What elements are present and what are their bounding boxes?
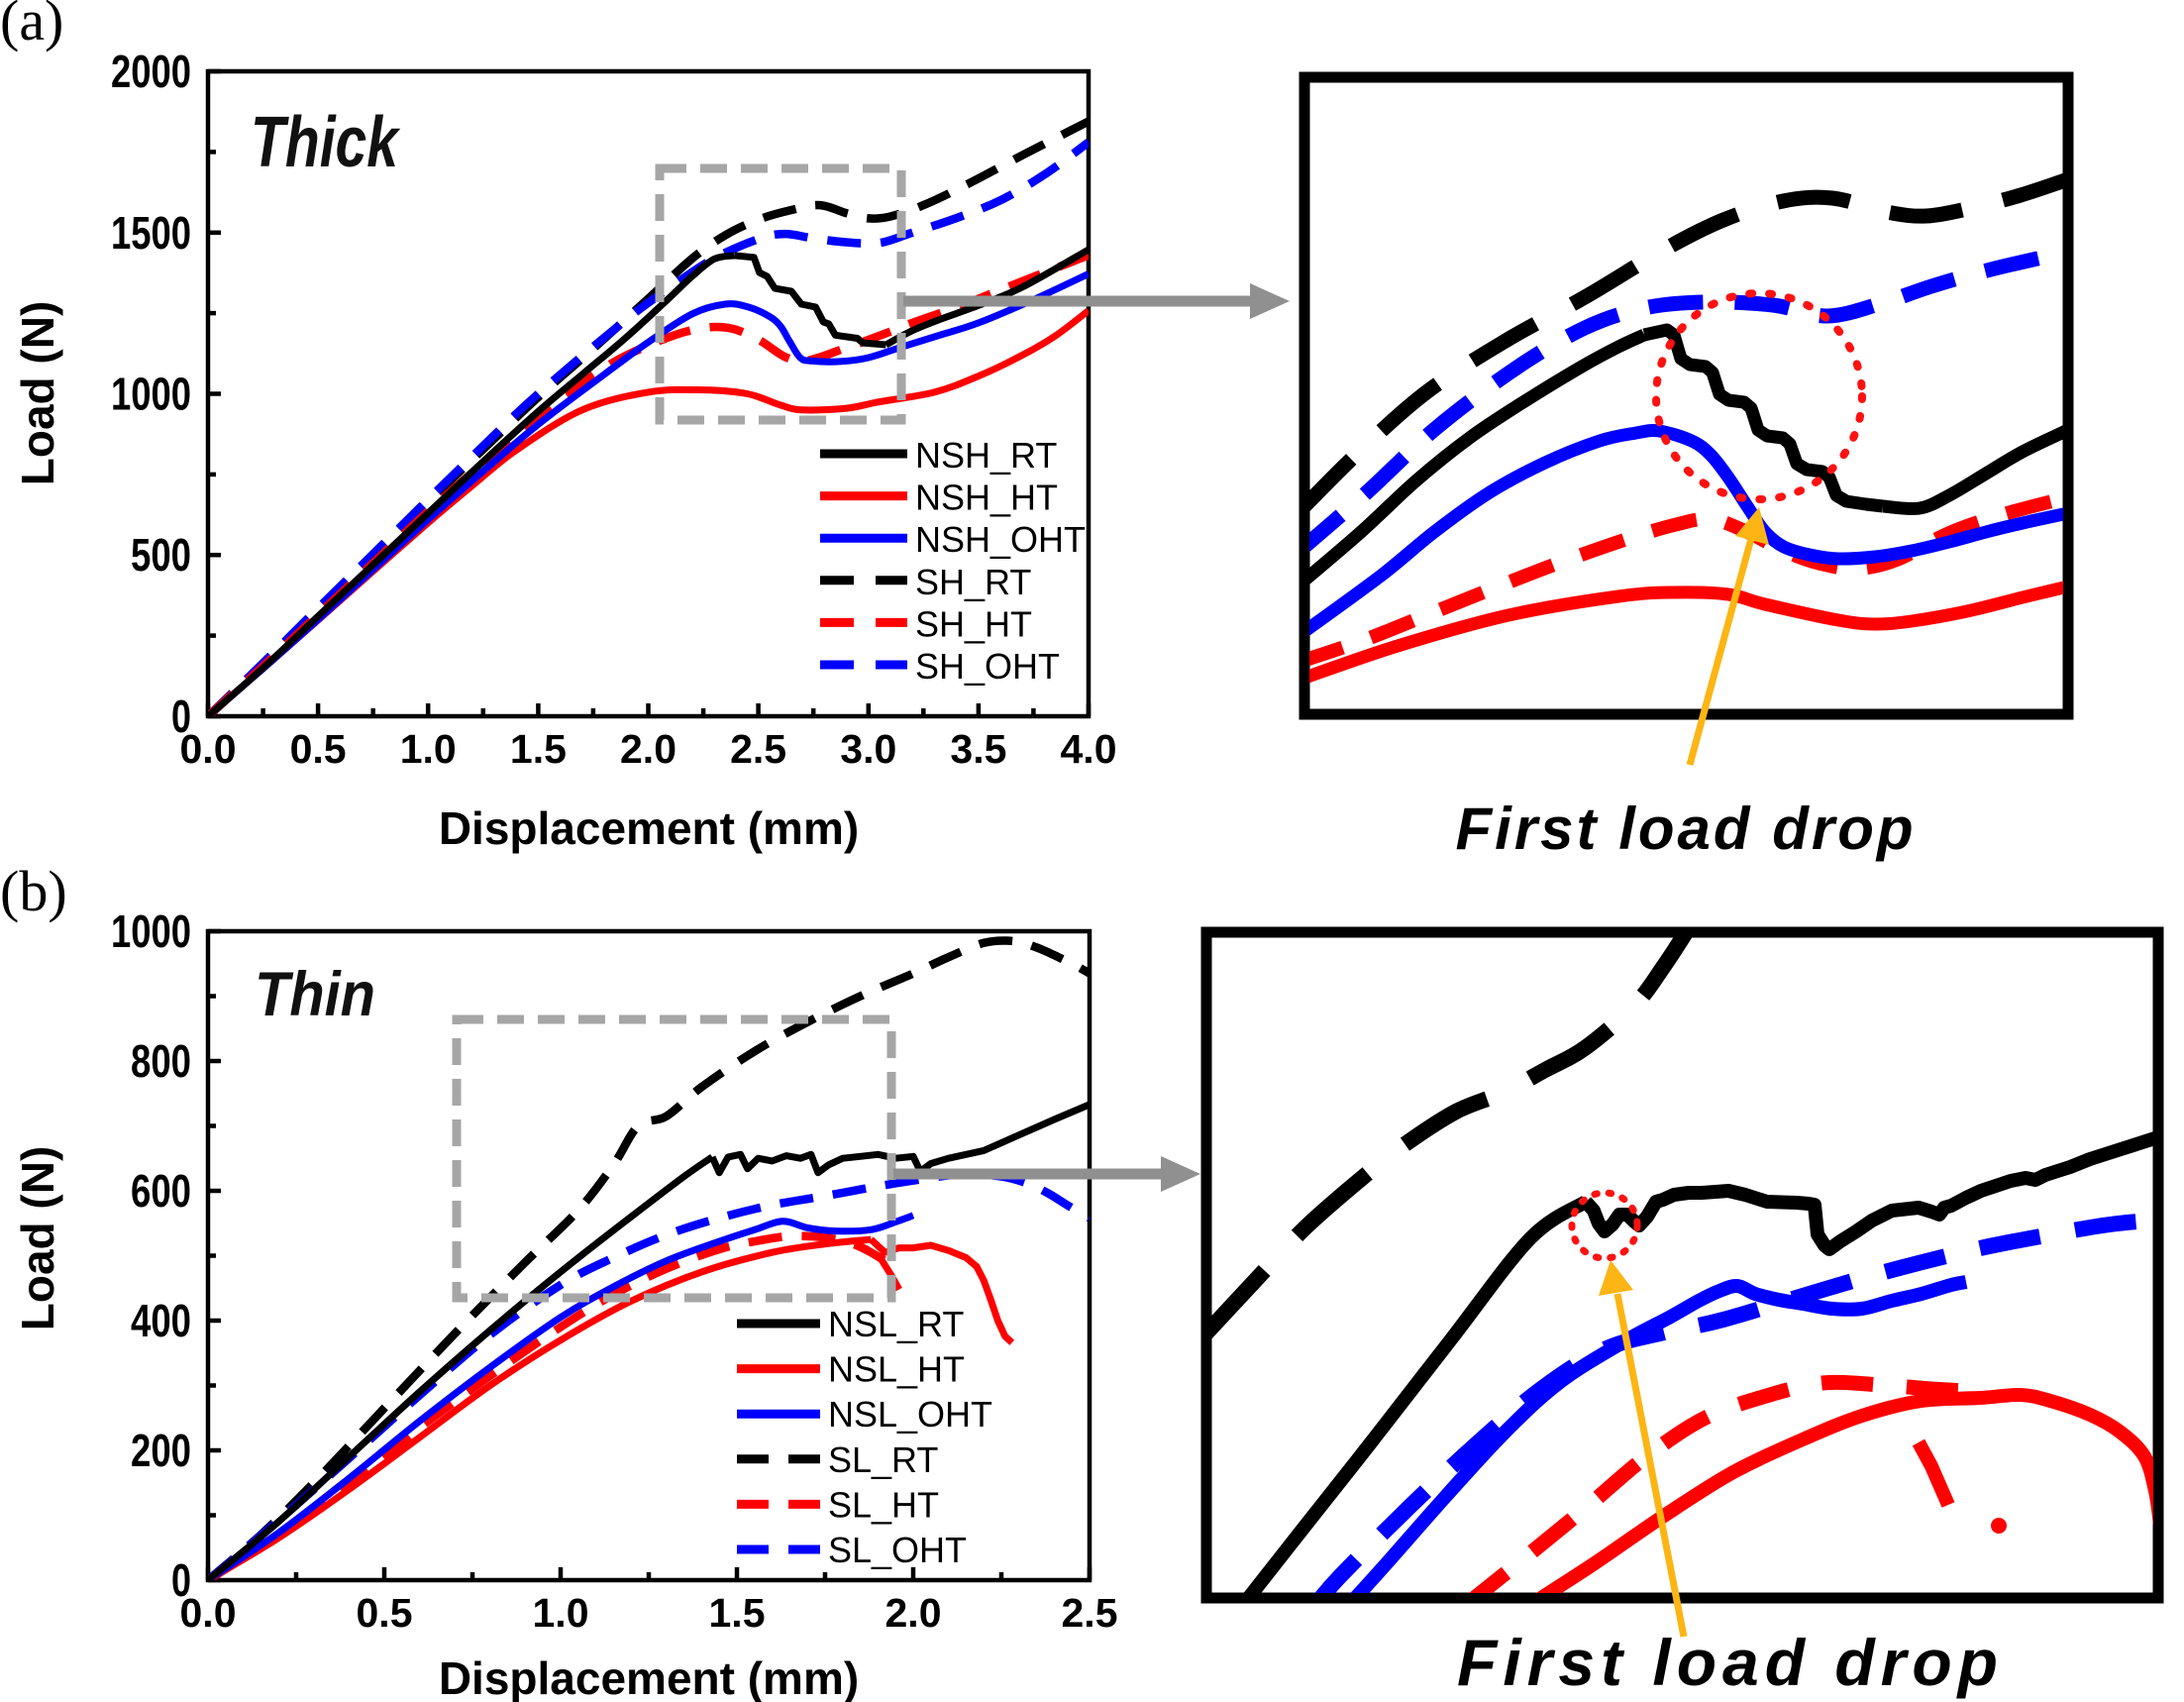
svg-text:Load (N): Load (N) [12,301,63,486]
svg-text:1.5: 1.5 [510,726,567,772]
svg-text:First load drop: First load drop [1456,796,1917,862]
svg-text:4.0: 4.0 [1061,726,1117,772]
svg-text:3.0: 3.0 [840,726,896,772]
svg-text:200: 200 [131,1425,191,1476]
svg-text:SH_OHT: SH_OHT [915,646,1060,687]
svg-text:1.5: 1.5 [709,1590,766,1636]
svg-text:Load (N): Load (N) [12,1146,63,1331]
svg-text:0.5: 0.5 [357,1590,413,1636]
svg-text:500: 500 [131,529,191,581]
svg-text:0.0: 0.0 [180,1590,237,1636]
svg-text:NSL_OHT: NSL_OHT [828,1394,992,1435]
svg-text:3.5: 3.5 [950,726,1006,772]
svg-text:NSH_RT: NSH_RT [915,435,1057,476]
svg-text:400: 400 [131,1295,191,1346]
svg-text:0: 0 [171,1554,191,1606]
svg-text:2.5: 2.5 [1062,1590,1118,1636]
svg-text:0: 0 [171,691,191,742]
svg-text:2.0: 2.0 [620,726,676,772]
svg-text:NSH_OHT: NSH_OHT [915,519,1086,560]
svg-text:0.0: 0.0 [180,726,237,772]
svg-text:2000: 2000 [111,46,191,97]
svg-text:SL_HT: SL_HT [828,1484,939,1525]
svg-text:800: 800 [131,1035,191,1087]
svg-text:SH_RT: SH_RT [915,562,1031,602]
svg-text:NSH_HT: NSH_HT [915,478,1058,518]
svg-text:SL_RT: SL_RT [828,1439,938,1480]
svg-text:SH_HT: SH_HT [915,603,1032,644]
svg-text:0.5: 0.5 [290,726,347,772]
svg-text:1.0: 1.0 [533,1590,589,1636]
svg-text:2.0: 2.0 [885,1590,942,1636]
svg-text:NSL_RT: NSL_RT [828,1304,964,1344]
svg-text:SL_OHT: SL_OHT [828,1530,967,1570]
svg-text:Thick: Thick [251,103,401,182]
svg-text:2.5: 2.5 [730,726,786,772]
svg-text:1.0: 1.0 [400,726,457,772]
svg-text:1000: 1000 [111,369,191,420]
svg-text:1000: 1000 [111,905,191,957]
svg-text:First load drop: First load drop [1457,1626,2004,1699]
svg-text:Displacement (mm): Displacement (mm) [439,802,859,854]
svg-text:Displacement (mm): Displacement (mm) [439,1652,859,1702]
svg-text:600: 600 [131,1165,191,1217]
svg-text:(a): (a) [0,0,63,53]
svg-text:NSL_HT: NSL_HT [828,1349,965,1390]
svg-text:Thin: Thin [255,960,375,1029]
svg-text:1500: 1500 [111,207,191,259]
svg-text:(b): (b) [0,859,67,923]
